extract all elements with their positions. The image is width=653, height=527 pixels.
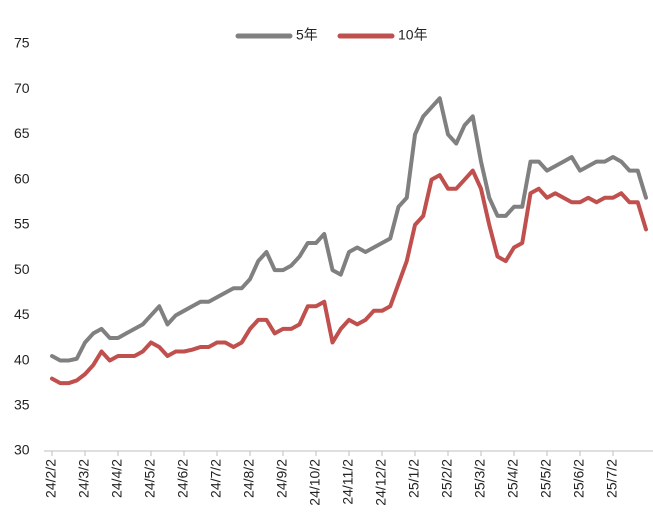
legend-label: 10年 xyxy=(398,27,428,43)
x-tick-label: 24/11/2 xyxy=(340,459,356,505)
x-tick-label: 25/4/2 xyxy=(505,459,521,498)
x-tick-label: 24/12/2 xyxy=(373,459,389,506)
series-line xyxy=(50,168,648,386)
y-tick-label: 75 xyxy=(14,35,30,51)
y-tick-label: 50 xyxy=(14,261,30,277)
y-tick-label: 40 xyxy=(14,351,30,367)
y-tick-label: 70 xyxy=(14,80,30,96)
y-tick-label: 65 xyxy=(14,125,30,141)
x-tick-label: 25/1/2 xyxy=(406,459,422,498)
y-tick-label: 35 xyxy=(14,396,30,412)
x-tick-label: 24/8/2 xyxy=(241,459,257,498)
legend-label: 5年 xyxy=(296,27,318,43)
x-tick-label: 24/5/2 xyxy=(142,459,158,498)
x-tick-label: 25/6/2 xyxy=(571,459,587,498)
x-tick-label: 24/6/2 xyxy=(175,459,191,498)
y-tick-label: 45 xyxy=(14,306,30,322)
x-tick-label: 24/7/2 xyxy=(208,459,224,498)
x-tick-label: 24/9/2 xyxy=(274,459,290,498)
y-tick-label: 55 xyxy=(14,216,30,232)
x-tick-label: 25/2/2 xyxy=(439,459,455,498)
y-tick-label: 60 xyxy=(14,170,30,186)
x-tick-label: 24/3/2 xyxy=(76,459,92,498)
x-tick-label: 25/3/2 xyxy=(472,459,488,498)
x-tick-label: 25/7/2 xyxy=(604,459,620,498)
x-tick-label: 25/5/2 xyxy=(538,459,554,498)
x-tick-label: 24/4/2 xyxy=(109,459,125,498)
x-tick-label: 24/2/2 xyxy=(43,459,59,498)
series-line xyxy=(50,96,648,363)
y-tick-label: 30 xyxy=(14,442,30,458)
x-tick-label: 24/10/2 xyxy=(307,459,323,506)
